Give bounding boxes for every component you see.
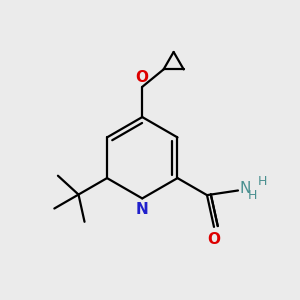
Text: H: H <box>258 176 268 188</box>
Text: O: O <box>135 70 148 85</box>
Text: H: H <box>248 189 257 202</box>
Text: N: N <box>240 182 251 196</box>
Text: N: N <box>136 202 148 217</box>
Text: O: O <box>208 232 220 247</box>
